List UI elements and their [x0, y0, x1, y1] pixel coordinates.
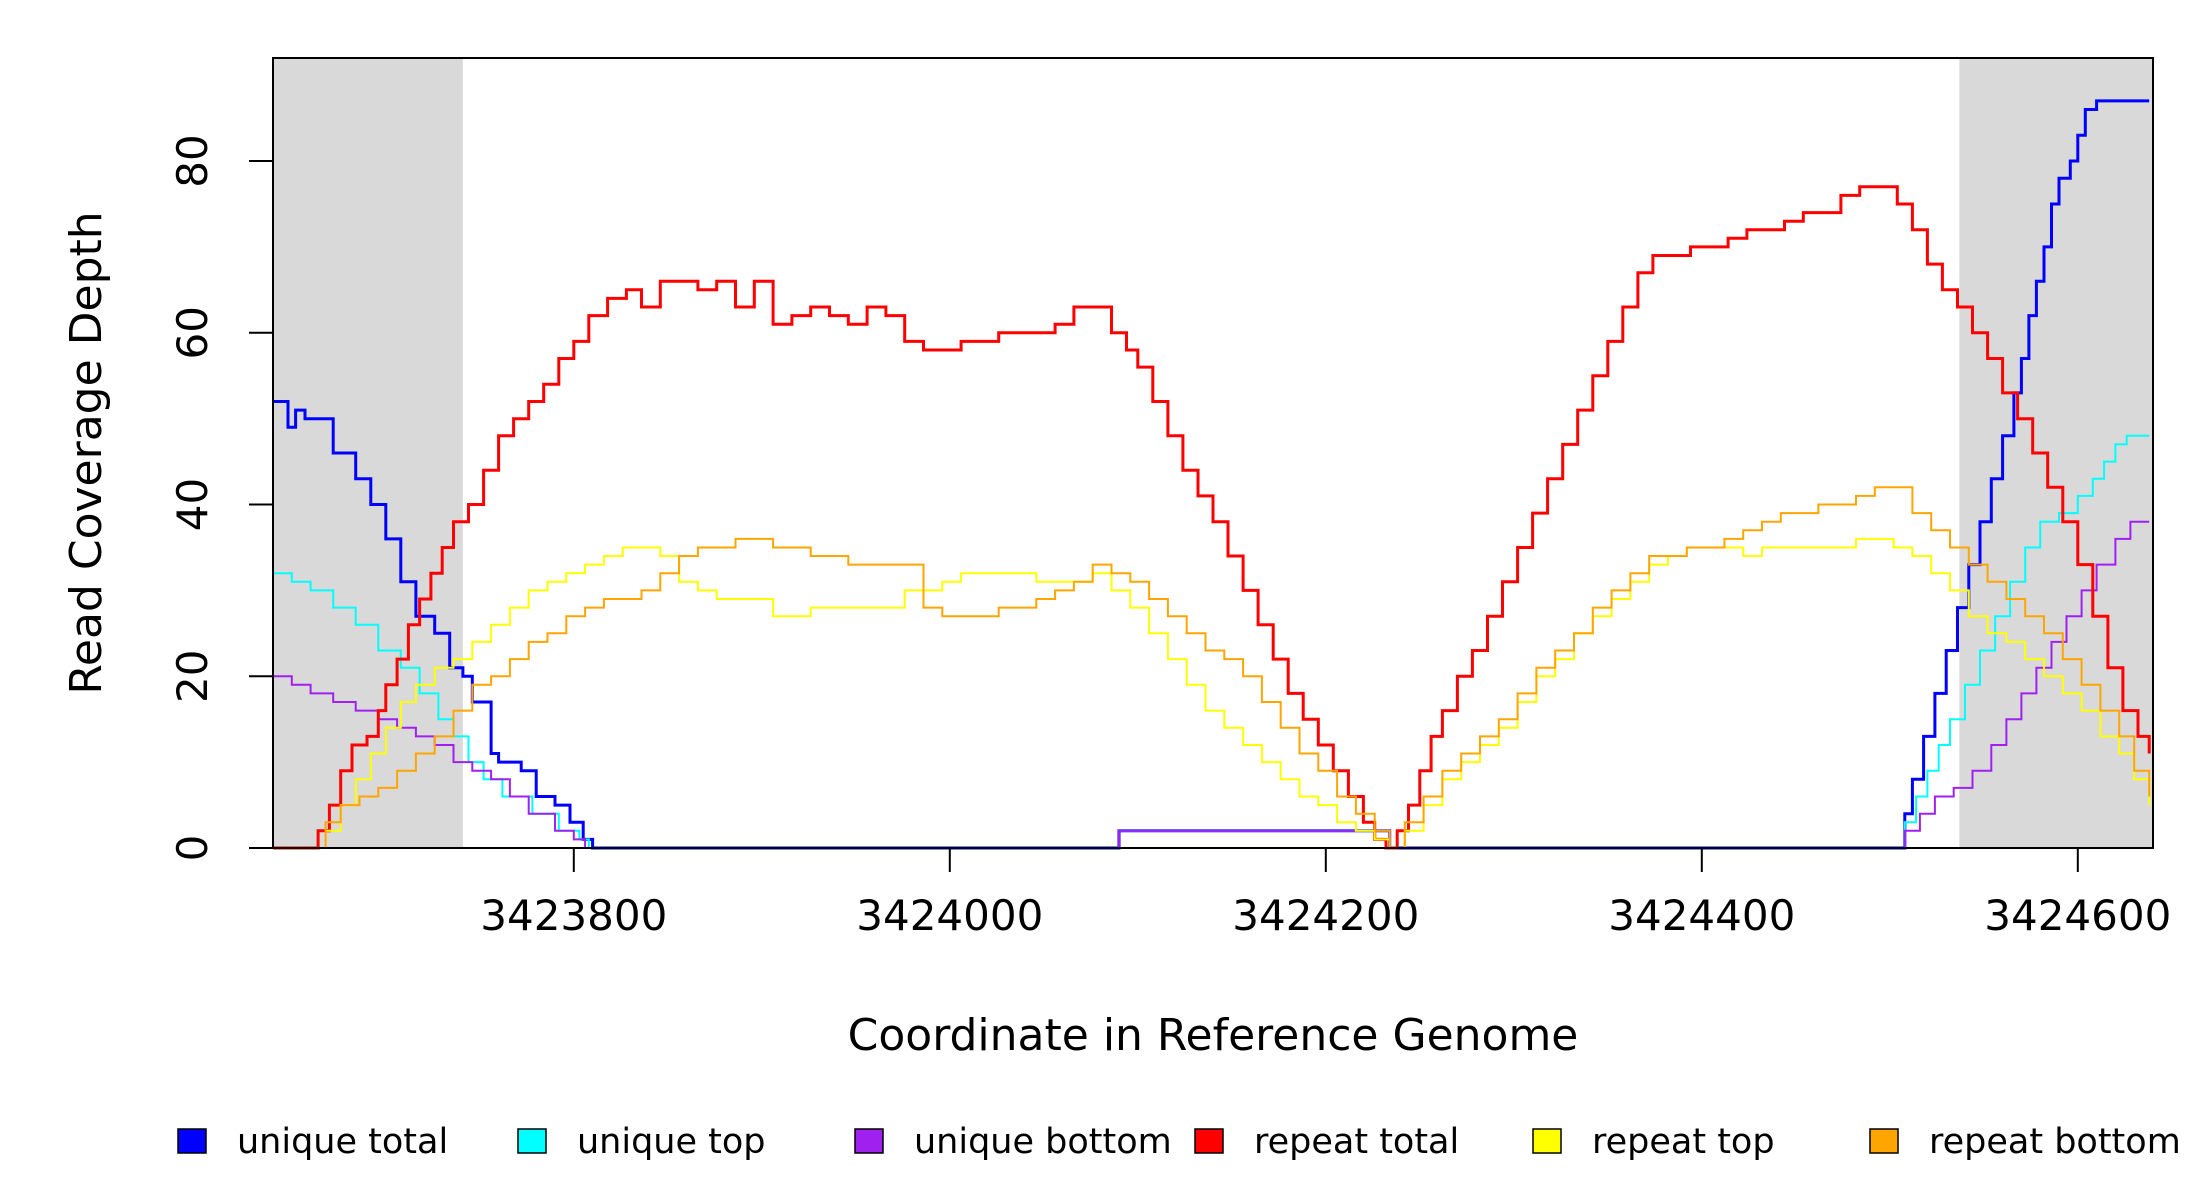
- x-tick-label: 3424400: [1608, 891, 1795, 940]
- x-axis: 3423800 3424000 3424200 3424400 3424600: [480, 848, 2171, 940]
- legend-swatch: [177, 1128, 207, 1154]
- series-line-unique-total: [273, 99, 2150, 850]
- legend-swatch: [1194, 1128, 1224, 1154]
- x-tick-label: 3423800: [480, 891, 667, 940]
- legend-label: repeat total: [1254, 1122, 1459, 1162]
- legend-swatch: [854, 1128, 884, 1154]
- legend-label: unique top: [577, 1122, 766, 1162]
- legend-item-repeat-total: repeat total: [1194, 1122, 1459, 1162]
- legend: unique total unique top unique bottom repea…: [177, 1122, 2181, 1162]
- y-tick-label: 80: [168, 134, 217, 187]
- legend-item-unique-bottom: unique bottom: [854, 1122, 1172, 1162]
- legend-item-unique-total: unique total: [177, 1122, 448, 1162]
- y-tick-label: 20: [168, 650, 217, 703]
- series-line-repeat-total: [273, 185, 2151, 850]
- series-line-repeat-bottom: [273, 486, 2151, 849]
- legend-item-repeat-bottom: repeat bottom: [1869, 1122, 2181, 1162]
- y-tick-label: 60: [168, 306, 217, 359]
- legend-item-repeat-top: repeat top: [1532, 1122, 1775, 1162]
- legend-label: unique bottom: [914, 1122, 1172, 1162]
- x-tick-label: 3424200: [1232, 891, 1419, 940]
- legend-label: repeat bottom: [1929, 1122, 2181, 1162]
- y-axis: 0 20 40 60 80: [168, 134, 274, 862]
- series-line-repeat-top: [273, 537, 2151, 849]
- legend-swatch: [1532, 1128, 1562, 1154]
- legend-swatch: [517, 1128, 547, 1154]
- legend-item-unique-top: unique top: [517, 1122, 766, 1162]
- series-line-unique-bottom: [273, 520, 2150, 849]
- shaded-region-2: [1959, 58, 2153, 848]
- plot-frame: [272, 57, 2154, 849]
- y-tick-label: 0: [168, 835, 217, 862]
- x-axis-label: Coordinate in Reference Genome: [848, 1010, 1579, 1061]
- shaded-regions: [273, 58, 2153, 848]
- y-axis-label: Read Coverage Depth: [61, 211, 112, 694]
- legend-label: unique total: [237, 1122, 448, 1162]
- legend-swatch: [1869, 1128, 1899, 1154]
- shaded-region-1: [273, 58, 463, 848]
- legend-label: repeat top: [1592, 1122, 1775, 1162]
- x-tick-label: 3424600: [1984, 891, 2171, 940]
- x-tick-label: 3424000: [856, 891, 1043, 940]
- y-tick-label: 40: [168, 478, 217, 531]
- series-line-unique-top: [273, 434, 2150, 849]
- series-lines: [273, 99, 2151, 850]
